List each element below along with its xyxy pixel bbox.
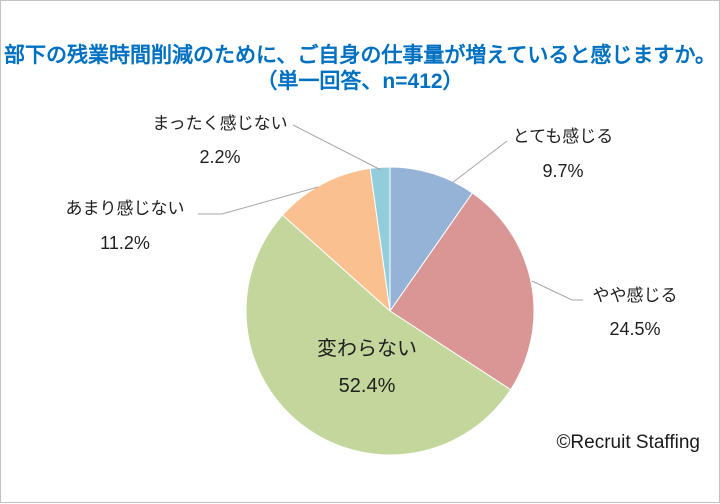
slice-label-value-3: 11.2% (100, 233, 150, 253)
chart-title-line2: （単一回答、n=412） (256, 70, 464, 93)
slice-label-name-4: まったく感じない (152, 114, 288, 133)
pie-slice-0 (389, 166, 474, 313)
slice-label-4: まったく感じない 2.2% (110, 114, 330, 167)
pie-slice-1 (389, 192, 535, 391)
slice-label-value-1: 24.5% (609, 319, 661, 339)
slice-label-3: あまり感じない 11.2% (15, 199, 235, 253)
pie-slice-2 (245, 214, 512, 456)
leader-line-1 (531, 280, 583, 301)
slice-label-1: やや感じる 24.5% (525, 286, 720, 339)
pie-slice-4 (369, 166, 391, 312)
slice-label-value-0: 9.7% (542, 161, 584, 181)
slice-label-value-4: 2.2% (199, 147, 241, 167)
slice-label-name-0: とても感じる (512, 127, 614, 146)
slice-label-value-2: 52.4% (338, 375, 396, 397)
chart-title: 部下の残業時間削減のために、ご自身の仕事量が増えていると感じますか。 （単一回答… (1, 43, 719, 95)
slice-label-0: とても感じる 9.7% (453, 127, 673, 181)
chart-title-line1: 部下の残業時間削減のために、ご自身の仕事量が増えていると感じますか。 (4, 44, 716, 67)
watermark-copyright: ©Recruit Staffing (556, 432, 700, 453)
slice-label-name-2: 変わらない (317, 338, 417, 360)
slice-label-name-3: あまり感じない (65, 199, 185, 218)
slice-label-2: 変わらない 52.4% (257, 337, 477, 398)
leader-line-0 (451, 140, 508, 184)
leader-line-4 (292, 124, 382, 171)
slice-label-name-1: やや感じる (592, 286, 678, 305)
pie-slice-3 (281, 167, 391, 313)
leader-line-3 (198, 186, 319, 215)
